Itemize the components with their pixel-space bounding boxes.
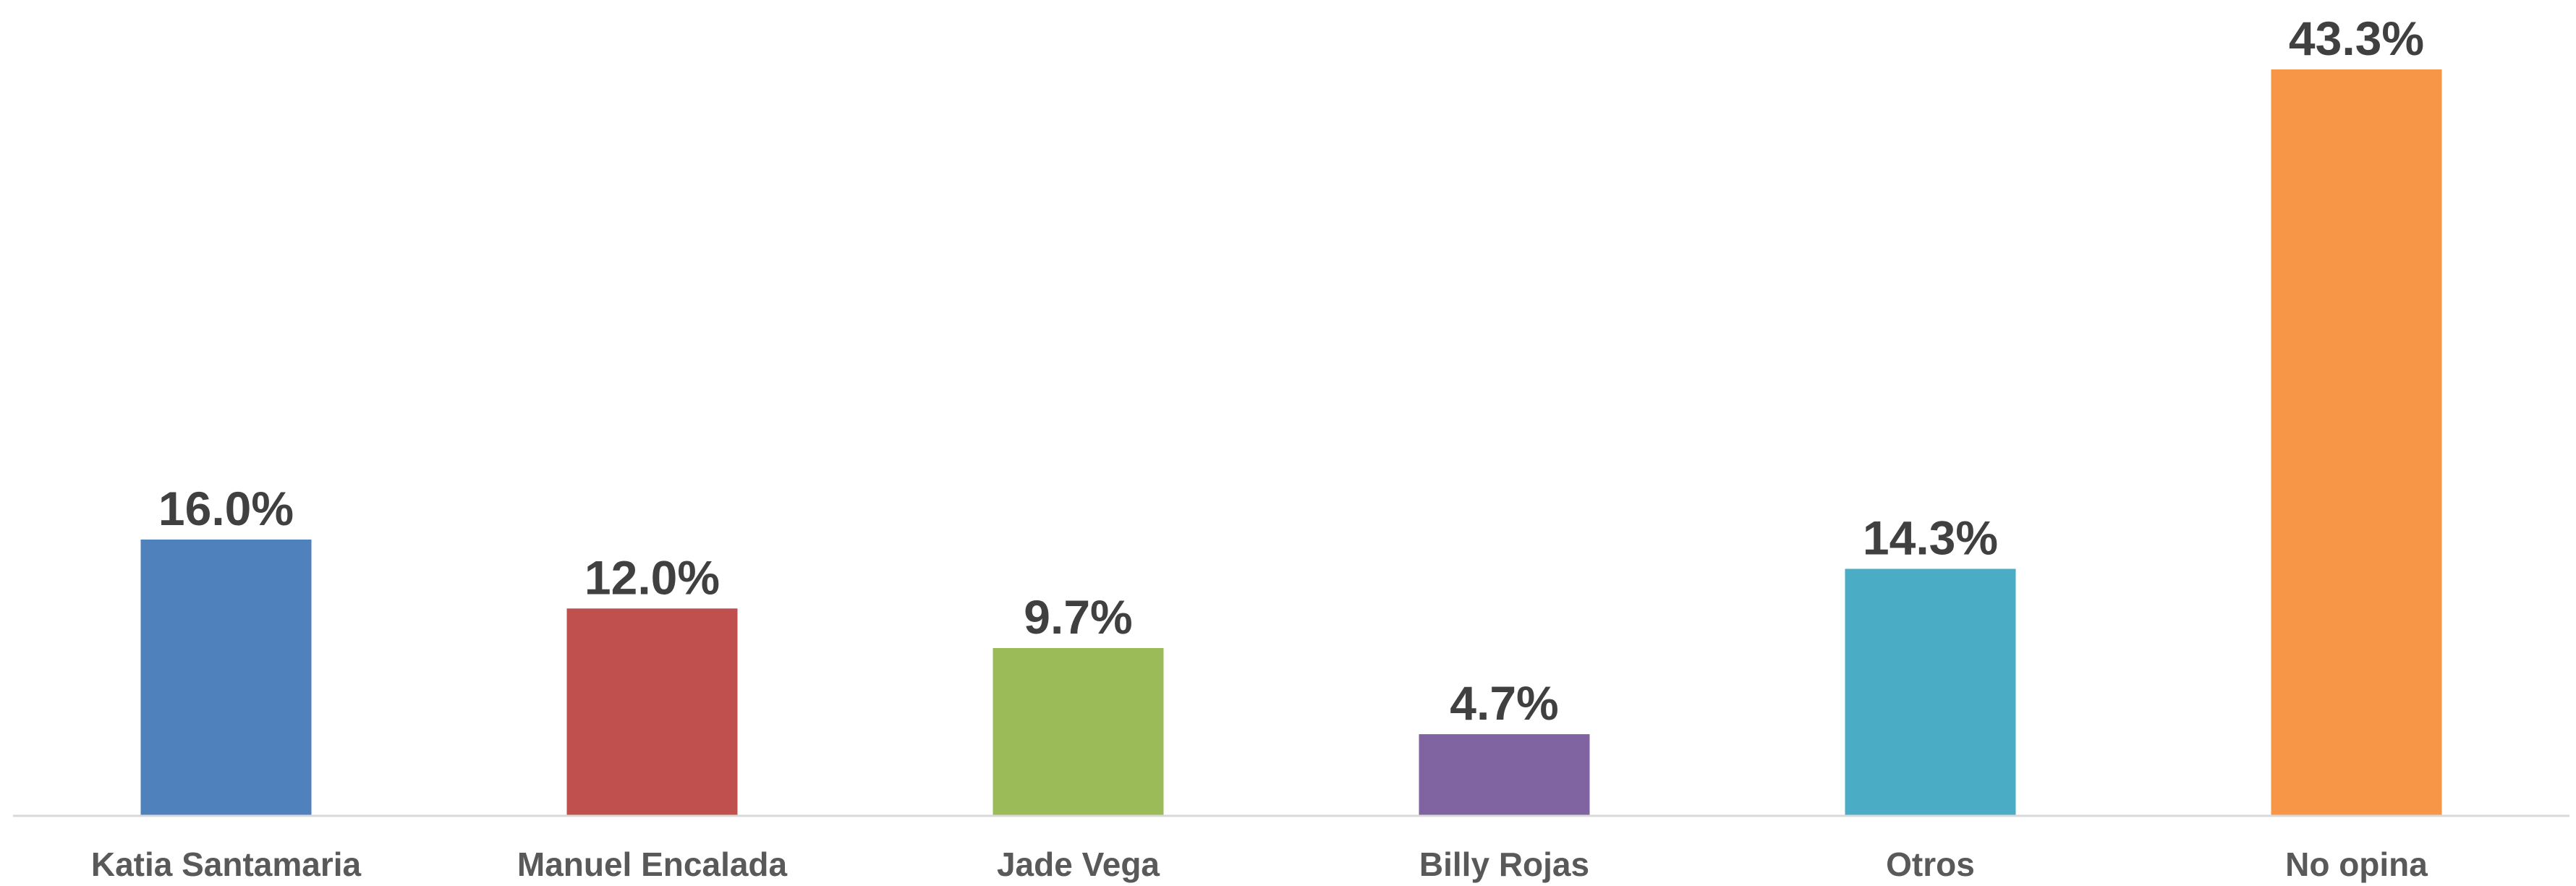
category-label-katia-santamaria: Katia Santamaria (91, 845, 362, 883)
bar-otros (1845, 568, 2016, 815)
value-label-otros: 14.3% (1863, 511, 1998, 565)
category-label-manuel-encalada: Manuel Encalada (517, 845, 788, 883)
value-label-manuel-encalada: 12.0% (585, 550, 720, 604)
bar-manuel-encalada (566, 608, 738, 815)
category-label-no-opina: No opina (2285, 845, 2428, 883)
bar-jade-vega (992, 648, 1164, 815)
value-label-jade-vega: 9.7% (1024, 590, 1132, 644)
bars-layer (140, 69, 2442, 815)
value-labels-layer: 16.0% 12.0% 9.7% 4.7% 14.3% 43.3% (158, 12, 2424, 730)
category-label-billy-rojas: Billy Rojas (1419, 845, 1589, 883)
value-label-katia-santamaria: 16.0% (158, 482, 294, 535)
value-label-no-opina: 43.3% (2289, 12, 2424, 65)
value-label-billy-rojas: 4.7% (1450, 676, 1558, 730)
bar-katia-santamaria (140, 540, 312, 815)
bar-billy-rojas (1419, 734, 1590, 815)
category-labels-layer: Katia Santamaria Manuel Encalada Jade Vega… (91, 845, 2428, 883)
category-label-jade-vega: Jade Vega (997, 845, 1160, 883)
bar-no-opina (2271, 69, 2442, 815)
category-label-otros: Otros (1886, 845, 1975, 883)
